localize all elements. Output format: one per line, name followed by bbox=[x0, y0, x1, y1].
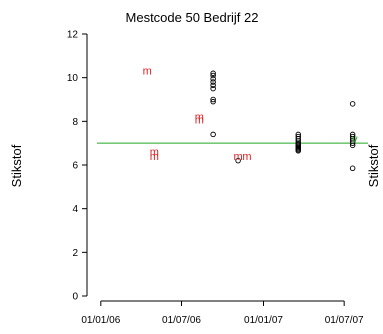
data-point bbox=[349, 101, 356, 107]
data-point bbox=[349, 142, 356, 149]
data-point bbox=[295, 148, 302, 154]
y-axis-label-left: Stikstof bbox=[9, 144, 24, 187]
m-marker: m bbox=[195, 115, 204, 127]
m-marker: m bbox=[242, 151, 251, 163]
y-axis-label-right: Stikstof bbox=[366, 144, 381, 187]
x-axis: 01/01/06 01/07/06 01/01/07 01/07/07 bbox=[81, 300, 364, 326]
m-marker: m bbox=[150, 146, 159, 158]
data-point bbox=[349, 165, 356, 172]
data-point bbox=[210, 96, 216, 103]
data-point bbox=[235, 157, 241, 164]
y-tick-label: 2 bbox=[72, 248, 78, 259]
data-point bbox=[210, 98, 216, 105]
m-marker: m bbox=[195, 111, 204, 123]
data-point bbox=[210, 72, 216, 79]
m-marker: m bbox=[150, 151, 159, 163]
x-tick-label: 01/01/07 bbox=[244, 315, 283, 326]
data-point bbox=[210, 70, 216, 77]
data-point bbox=[210, 131, 216, 138]
m-marker: m bbox=[143, 66, 152, 78]
y-tick-label: 0 bbox=[72, 292, 78, 303]
data-point bbox=[349, 140, 356, 146]
data-point bbox=[210, 76, 216, 82]
x-tick-label: 01/07/06 bbox=[162, 315, 201, 326]
x-tick-label: 01/01/06 bbox=[81, 315, 120, 326]
data-point bbox=[210, 79, 216, 85]
y-axis: 0 2 4 6 8 10 12 bbox=[67, 30, 88, 303]
y-tick-label: 10 bbox=[67, 73, 79, 84]
data-points bbox=[210, 70, 356, 172]
data-point bbox=[210, 85, 216, 92]
data-point bbox=[210, 82, 216, 89]
v-marker: v bbox=[352, 133, 358, 145]
x-tick-label: 01/07/07 bbox=[325, 315, 364, 326]
m-marker: m bbox=[234, 151, 243, 163]
y-tick-label: 8 bbox=[72, 117, 78, 128]
chart-title: Mestcode 50 Bedrijf 22 bbox=[126, 10, 259, 25]
y-tick-label: 6 bbox=[72, 161, 78, 172]
y-tick-label: 4 bbox=[72, 204, 78, 215]
v-markers: v bbox=[352, 133, 358, 145]
y-tick-label: 12 bbox=[67, 30, 79, 41]
